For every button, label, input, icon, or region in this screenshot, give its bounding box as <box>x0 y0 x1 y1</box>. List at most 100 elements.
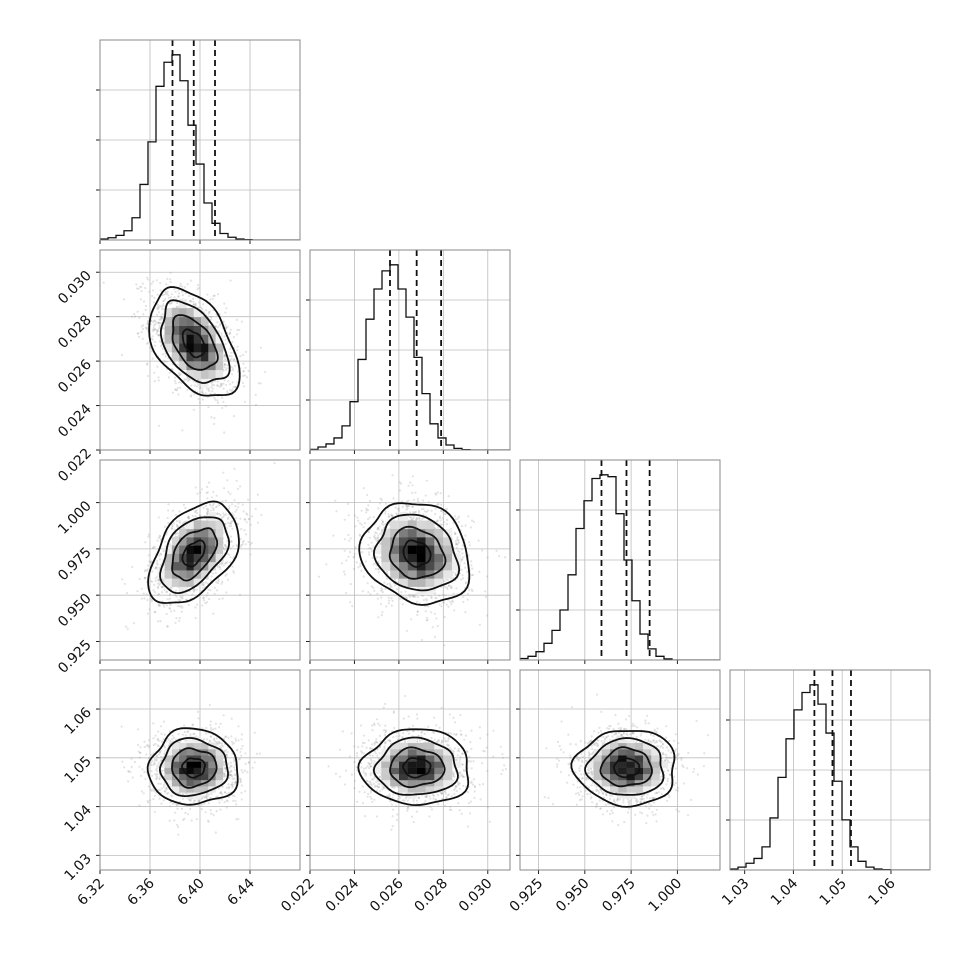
density-cell <box>171 308 180 318</box>
scatter-dot <box>174 388 177 391</box>
scatter-dot <box>424 795 427 798</box>
scatter-dot <box>201 582 204 585</box>
density-cell <box>201 352 209 362</box>
scatter-dot <box>567 774 570 777</box>
scatter-dot <box>207 312 210 315</box>
density-cell <box>186 537 195 546</box>
scatter-dot <box>468 541 471 544</box>
scatter-dot <box>472 760 475 763</box>
density-cell <box>215 361 224 371</box>
contour-lines <box>357 728 470 807</box>
scatter-dot <box>158 788 161 791</box>
scatter-dot <box>412 800 415 803</box>
scatter-dot <box>195 509 198 512</box>
scatter-dot <box>590 767 593 771</box>
scatter-dot <box>205 732 208 735</box>
scatter-dot <box>363 522 366 525</box>
scatter-dot <box>461 775 464 778</box>
density-cell <box>425 528 435 538</box>
scatter-dot <box>222 564 225 567</box>
scatter-dot <box>656 727 659 730</box>
scatter-dot <box>239 537 242 540</box>
scatter-dot <box>157 782 160 785</box>
scatter-dot <box>273 462 276 465</box>
scatter-dot <box>253 761 256 764</box>
scatter-dot <box>667 793 670 797</box>
scatter-dot <box>438 594 441 597</box>
scatter-dot <box>155 774 158 777</box>
scatter-dot <box>237 758 240 761</box>
scatter-dot <box>418 511 421 514</box>
scatter-dot <box>342 570 346 573</box>
scatter-dot <box>242 370 245 373</box>
scatter-dot <box>662 753 665 756</box>
scatter-dot <box>380 589 383 592</box>
scatter-dot <box>382 706 385 709</box>
scatter-dot <box>434 798 437 801</box>
scatter-dot <box>455 542 458 545</box>
scatter-dot <box>222 714 225 717</box>
scatter-dot <box>410 618 413 621</box>
scatter-dot <box>145 744 148 747</box>
scatter-dot <box>665 783 668 786</box>
scatter-dot <box>189 807 192 811</box>
scatter-dot <box>225 367 228 370</box>
scatter-dot <box>243 529 246 532</box>
scatter-dot <box>636 800 639 803</box>
scatter-dot <box>256 521 259 524</box>
scatter-dot <box>406 809 409 812</box>
scatter-dot <box>454 785 457 788</box>
scatter-dot <box>217 326 220 329</box>
scatter-dot <box>451 600 454 604</box>
scatter-dot <box>390 604 393 607</box>
scatter-dot <box>433 732 436 735</box>
scatter-dot <box>187 517 191 520</box>
scatter-dot <box>459 774 462 777</box>
scatter-dot <box>162 299 165 302</box>
scatter-dot <box>143 770 146 774</box>
scatter-dot <box>156 770 159 773</box>
scatter-dot <box>369 758 372 761</box>
scatter-dot <box>160 740 163 743</box>
scatter-dot <box>347 555 350 558</box>
scatter-dot <box>233 467 236 470</box>
density-cell <box>164 578 173 587</box>
scatter-dot <box>179 284 182 287</box>
scatter-dot <box>644 719 647 722</box>
scatter-dot <box>234 781 237 784</box>
scatter-dot <box>440 523 443 526</box>
scatter-dot <box>666 759 670 762</box>
scatter-dot <box>222 760 225 763</box>
scatter-dot <box>373 589 376 593</box>
scatter-dot <box>129 770 132 774</box>
scatter-dot <box>663 759 667 762</box>
scatter-dot <box>226 391 229 394</box>
scatter-dot <box>137 728 140 731</box>
scatter-dot <box>228 553 231 556</box>
density-cell <box>381 528 391 538</box>
scatter-dot <box>369 754 372 757</box>
scatter-dot <box>417 796 420 799</box>
scatter-dot <box>406 505 410 508</box>
scatter-dot <box>146 320 149 323</box>
scatter-dot <box>197 383 200 386</box>
scatter-dot <box>188 799 191 802</box>
scatter-dot <box>451 571 455 574</box>
scatter-dot <box>471 783 474 786</box>
scatter-dot <box>231 512 234 515</box>
scatter-dot <box>376 722 380 725</box>
scatter-dot <box>163 588 166 591</box>
scatter-dot <box>579 764 582 768</box>
scatter-dot <box>383 742 387 745</box>
scatter-dot <box>421 638 424 642</box>
scatter-dot <box>140 290 143 293</box>
scatter-dot <box>591 748 594 751</box>
scatter-dot <box>229 547 232 550</box>
scatter-dot <box>615 732 618 735</box>
scatter-dot <box>201 388 204 391</box>
scatter-dot <box>237 725 240 728</box>
scatter-dot <box>457 520 460 524</box>
scatter-dot <box>242 370 245 373</box>
scatter-dot <box>136 310 139 313</box>
scatter-dot <box>438 603 441 606</box>
